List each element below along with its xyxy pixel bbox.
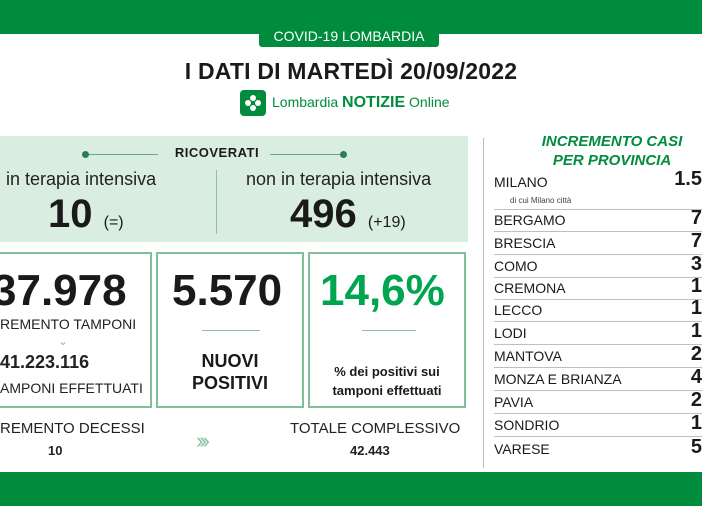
- province-value: 1: [690, 412, 702, 434]
- province-value: 2: [690, 343, 702, 365]
- ricoverati-title: RICOVERATI: [174, 145, 260, 160]
- header-pill: COVID-19 LOMBARDIA: [259, 26, 439, 47]
- province-value: 7: [690, 207, 702, 229]
- intensiva-delta: (=): [103, 214, 124, 231]
- tamponi-incremento-value: 37.978: [0, 266, 127, 315]
- province-name: LECCO: [494, 302, 543, 318]
- province-row-mantova: MANTOVA 2: [494, 343, 702, 368]
- intensiva-value-group: 10 (=): [48, 192, 124, 237]
- province-title-line2: PER PROVINCIA: [552, 152, 672, 169]
- province-name: BERGAMO: [494, 212, 566, 228]
- province-name: MANTOVA: [494, 348, 562, 364]
- province-name: MILANO: [494, 174, 548, 190]
- positivi-label-line1: NUOVI: [201, 351, 259, 371]
- province-value: 1: [690, 320, 702, 342]
- tamponi-totale-value: 41.223.116: [0, 352, 90, 372]
- province-row-lecco: LECCO 1: [494, 297, 702, 322]
- province-value: 1.5: [674, 168, 702, 190]
- divider-line: [362, 330, 416, 331]
- province-name: LODI: [494, 325, 527, 341]
- province-value: 1: [690, 275, 702, 297]
- logo-text-suffix: Online: [405, 94, 450, 110]
- decessi-totale-value: 42.443: [350, 443, 390, 458]
- province-title-line1: INCREMENTO CASI: [541, 133, 683, 150]
- province-name: BRESCIA: [494, 235, 556, 251]
- province-value: 5: [690, 436, 702, 458]
- province-value: 7: [690, 230, 702, 252]
- intensiva-label: in terapia intensiva: [6, 169, 157, 189]
- percentuale-label-line1: % dei positivi sui: [334, 364, 440, 379]
- non-intensiva-label: non in terapia intensiva: [246, 169, 432, 189]
- province-row-monza: MONZA E BRIANZA 4: [494, 366, 702, 391]
- page-title: I DATI DI MARTEDÌ 20/09/2022: [184, 58, 518, 84]
- province-title: INCREMENTO CASI PER PROVINCIA: [522, 132, 702, 170]
- dot-icon: [82, 151, 89, 158]
- positivi-value: 5.570: [172, 266, 283, 315]
- vertical-divider: [216, 170, 217, 234]
- non-intensiva-value: 496: [290, 192, 357, 236]
- province-row-cremona: CREMONA 1: [494, 275, 702, 300]
- province-name: MONZA E BRIANZA: [494, 371, 622, 387]
- province-row-sondrio: SONDRIO 1: [494, 412, 702, 437]
- percentuale-label-line2: tamponi effettuati: [332, 383, 442, 398]
- decessi-totale-label: TOTALE COMPLESSIVO: [290, 420, 461, 437]
- logo: Lombardia NOTIZIE Online: [240, 90, 450, 116]
- positivi-card: 5.570 NUOVI POSITIVI: [156, 252, 304, 408]
- decessi-label: REMENTO DECESSI: [0, 420, 145, 437]
- chevron-right-icon: ›››: [196, 428, 210, 453]
- tamponi-totale-label: AMPONI EFFETTUATI: [0, 380, 143, 396]
- chevron-down-icon: ⌄: [58, 334, 69, 348]
- vertical-divider: [483, 138, 484, 468]
- percentuale-card: 14,6% % dei positivi sui tamponi effettu…: [308, 252, 466, 408]
- intensiva-value: 10: [48, 192, 93, 236]
- province-value: 3: [690, 253, 702, 275]
- province-value: 2: [690, 389, 702, 411]
- province-name: PAVIA: [494, 394, 534, 410]
- logo-text: Lombardia NOTIZIE Online: [272, 94, 450, 112]
- percentuale-label: % dei positivi sui tamponi effettuati: [310, 362, 464, 400]
- non-intensiva-delta: (+19): [367, 214, 406, 231]
- province-row-varese: VARESE 5: [494, 436, 702, 460]
- province-row-como: COMO 3: [494, 253, 702, 278]
- province-row-lodi: LODI 1: [494, 320, 702, 345]
- logo-text-bold: NOTIZIE: [342, 94, 406, 111]
- lombardia-cross-icon: [240, 90, 266, 116]
- province-sub: di cui Milano città: [510, 196, 572, 205]
- tamponi-incremento-label: REMENTO TAMPONI: [0, 316, 137, 332]
- percentuale-value: 14,6%: [320, 266, 445, 315]
- divider-line: [202, 330, 260, 331]
- province-row-pavia: PAVIA 2: [494, 389, 702, 414]
- divider-line: [88, 154, 158, 155]
- non-intensiva-value-group: 496 (+19): [290, 192, 406, 237]
- province-row-bergamo: BERGAMO 7: [494, 207, 702, 232]
- province-value: 1: [690, 297, 702, 319]
- positivi-label-line2: POSITIVI: [191, 373, 269, 393]
- dot-icon: [340, 151, 347, 158]
- province-value: 4: [690, 366, 702, 388]
- positivi-label: NUOVI POSITIVI: [158, 350, 302, 394]
- logo-text-regular: Lombardia: [272, 94, 343, 110]
- province-name: COMO: [494, 258, 538, 274]
- ricoverati-panel: RICOVERATI in terapia intensiva 10 (=) n…: [0, 136, 468, 242]
- province-name: SONDRIO: [494, 417, 560, 433]
- province-row-brescia: BRESCIA 7: [494, 230, 702, 255]
- decessi-value: 10: [48, 443, 63, 458]
- province-name: VARESE: [494, 441, 550, 457]
- tamponi-card: 37.978 REMENTO TAMPONI ⌄ 41.223.116 AMPO…: [0, 252, 152, 408]
- bottom-banner: [0, 472, 702, 506]
- province-name: CREMONA: [494, 280, 566, 296]
- divider-line: [270, 154, 340, 155]
- province-row-milano: MILANO di cui Milano città 1.5: [494, 168, 702, 210]
